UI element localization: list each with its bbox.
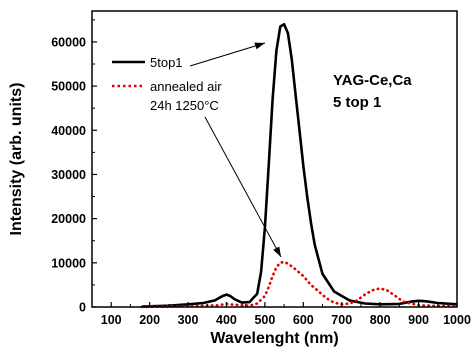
x-tick-label: 800 [370,313,391,327]
plot-lines [140,22,459,309]
y-axis-title: Intensity (arb. units) [8,83,25,236]
y-tick-label: 30000 [51,168,86,182]
x-tick-label: 900 [408,313,429,327]
x-tick-label: 300 [178,313,199,327]
y-tick-label: 40000 [51,124,86,138]
sample-position-annotation: 5 top 1 [333,94,381,111]
x-tick-label: 400 [216,313,237,327]
tick-labels: 100 200 300 400 500 600 700 800 900 1000010000200… [51,35,471,327]
series-line-5top1 [141,22,458,308]
legend-label-annealed: annealed air [150,79,222,94]
arrow-annealed-shaft [204,116,282,258]
x-tick-label: 500 [254,313,275,327]
arrow-5top1-head [254,42,265,50]
y-tick-label: 10000 [51,256,86,270]
x-tick-label: 600 [293,313,314,327]
x-tick-label: 1000 [443,313,471,327]
x-tick-label: 200 [139,313,160,327]
sample-name-annotation: YAG-Ce,Ca [333,72,412,89]
legend-label-annealed-conditions: 24h 1250°C [150,98,219,113]
x-tick-label: 100 [101,313,122,327]
arrow-5top1-shaft [189,42,266,67]
legend-label-5top1: 5top1 [150,55,183,70]
x-tick-label: 700 [331,313,352,327]
y-tick-label: 0 [79,301,86,315]
legend: 5top1 annealed air 24h 1250°C [112,55,222,113]
axis-ticks [91,19,458,308]
y-tick-label: 60000 [51,35,86,49]
y-tick-label: 20000 [51,212,86,226]
y-tick-label: 50000 [51,80,86,94]
x-axis-title: Wavelenght (nm) [210,330,338,347]
arrow-annealed-head [273,246,281,257]
annotation-arrows [189,42,282,258]
plot-area-frame [91,10,458,308]
series-line-annealed [140,260,459,309]
